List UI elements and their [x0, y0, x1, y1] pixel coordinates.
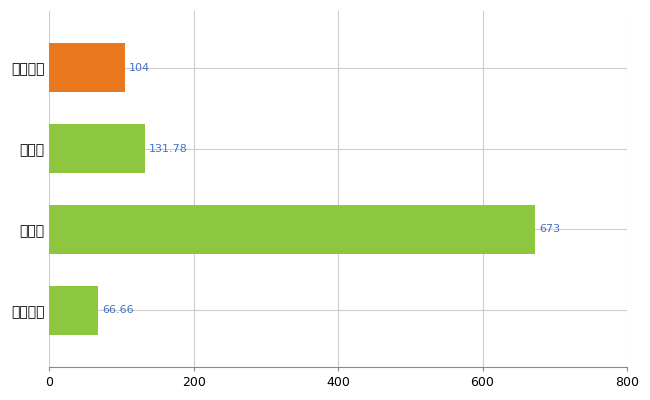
Text: 673: 673 — [540, 224, 561, 234]
Text: 131.78: 131.78 — [149, 144, 188, 154]
Bar — [49, 286, 98, 334]
Bar — [49, 44, 125, 92]
Text: 66.66: 66.66 — [102, 305, 133, 315]
Bar — [49, 124, 144, 173]
Text: 104: 104 — [129, 63, 150, 73]
Bar — [49, 205, 535, 254]
